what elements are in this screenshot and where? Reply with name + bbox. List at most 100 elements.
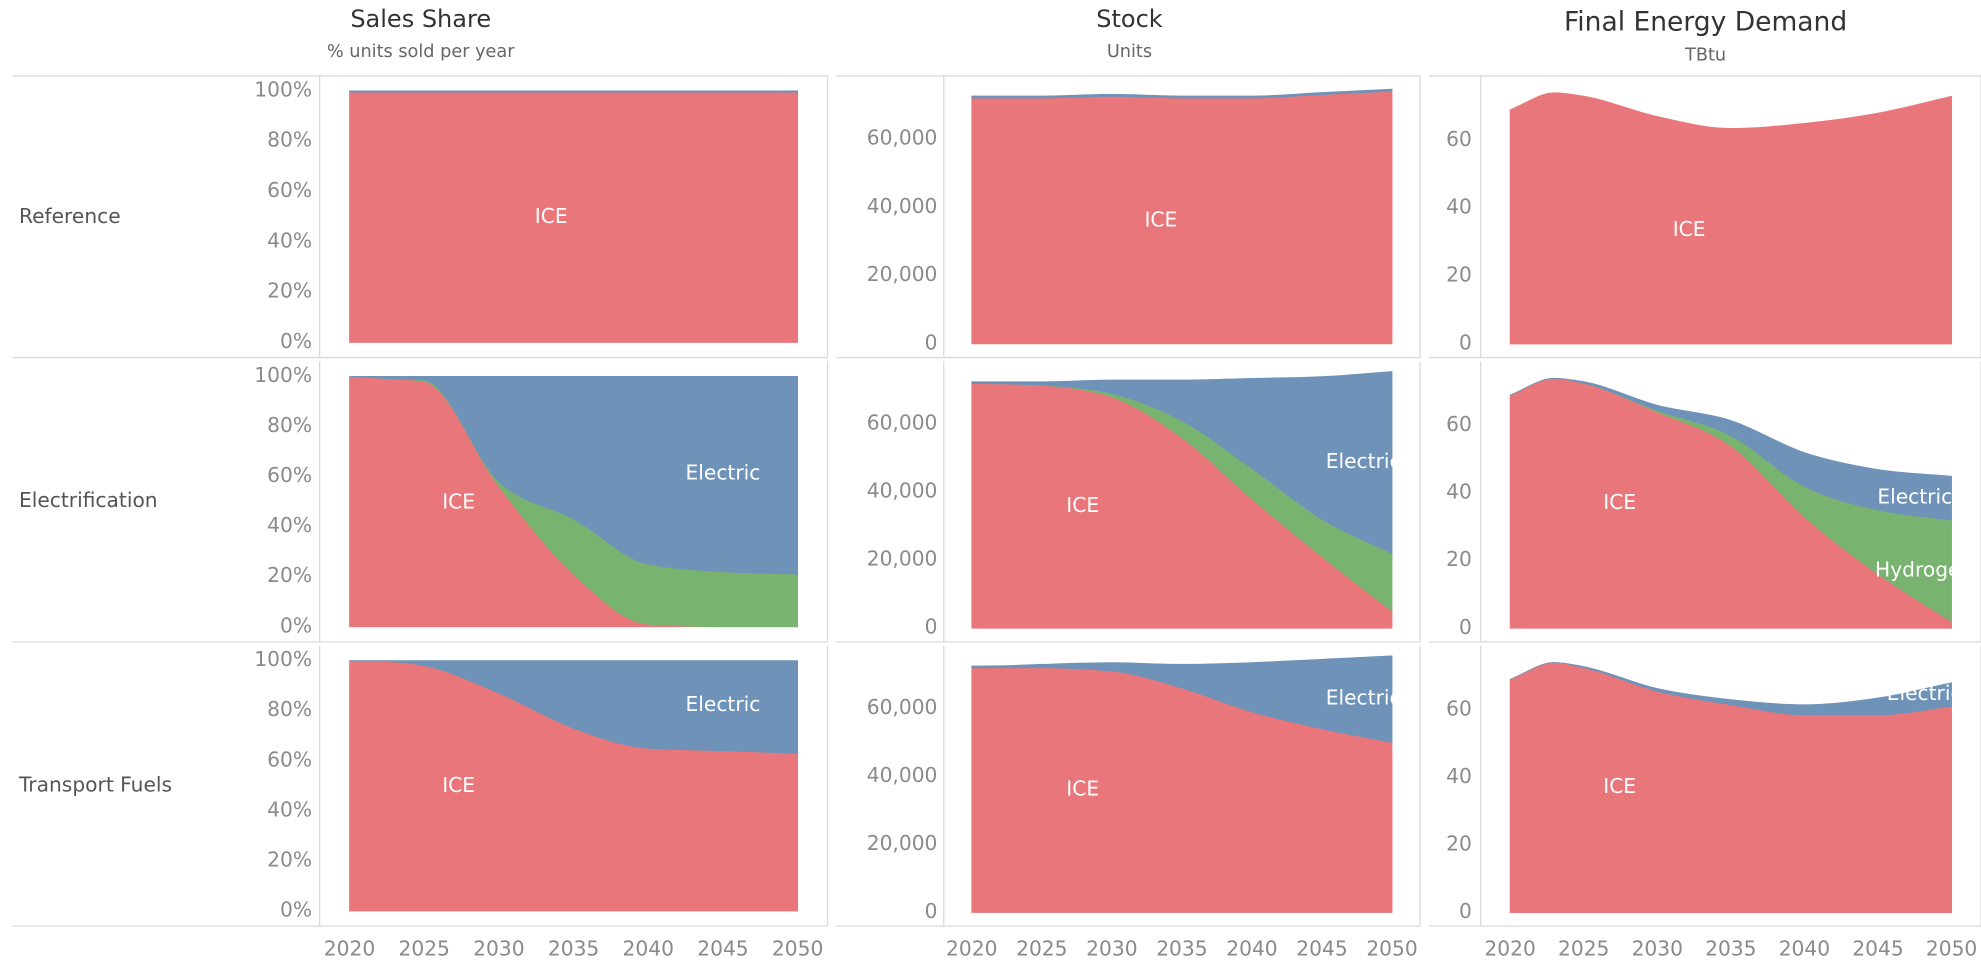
x-tick-label: 2050 — [1926, 937, 1977, 961]
x-tick-label: 2030 — [1086, 937, 1137, 961]
y-tick-label: 80% — [267, 697, 312, 721]
y-tick-label: 40,000 — [867, 763, 938, 787]
x-tick-label: 2020 — [1484, 937, 1535, 961]
y-tick-label: 0 — [1459, 899, 1472, 923]
series-label: Hydrogen — [1875, 557, 1973, 581]
y-tick-label: 0 — [1459, 615, 1472, 639]
y-tick-label: 100% — [254, 77, 312, 101]
x-tick-label: 2040 — [1779, 937, 1830, 961]
y-tick-label: 40 — [1446, 480, 1472, 504]
x-tick-label: 2030 — [1632, 937, 1683, 961]
series-label: ICE — [1066, 777, 1099, 801]
x-tick-label: 2035 — [548, 937, 599, 961]
column-title: Stock — [1096, 5, 1163, 33]
column-subtitle: % units sold per year — [327, 42, 515, 62]
series-label: Electric — [1877, 485, 1952, 509]
series-label: Electric — [686, 461, 761, 485]
y-tick-label: 60 — [1446, 412, 1472, 436]
series-label: Electric — [1326, 449, 1401, 473]
area — [349, 91, 799, 343]
series-label: ICE — [1673, 217, 1706, 241]
area — [1509, 92, 1952, 345]
y-tick-label: 40% — [267, 513, 312, 537]
row-label: Reference — [19, 204, 121, 228]
y-tick-label: 60% — [267, 178, 312, 202]
x-tick-label: 2035 — [1705, 937, 1756, 961]
y-tick-label: 20,000 — [867, 262, 938, 286]
area — [971, 371, 1393, 555]
area — [971, 90, 1393, 345]
y-tick-label: 0% — [280, 898, 312, 922]
y-tick-label: 60,000 — [867, 695, 938, 719]
y-tick-label: 60,000 — [867, 125, 938, 149]
y-tick-label: 20% — [267, 279, 312, 303]
column-title: Final Energy Demand — [1564, 6, 1847, 37]
series-label: ICE — [535, 204, 568, 228]
y-tick-label: 20 — [1446, 547, 1472, 571]
y-tick-label: 0 — [925, 615, 938, 639]
y-tick-label: 60% — [267, 747, 312, 771]
y-tick-label: 20,000 — [867, 547, 938, 571]
row-label: Transport Fuels — [18, 772, 172, 796]
y-tick-label: 60 — [1446, 696, 1472, 720]
x-tick-label: 2030 — [473, 937, 524, 961]
area — [1509, 377, 1952, 521]
y-tick-label: 20,000 — [867, 831, 938, 855]
y-tick-label: 40% — [267, 797, 312, 821]
x-tick-label: 2045 — [1296, 937, 1347, 961]
y-tick-label: 80% — [267, 413, 312, 437]
x-tick-label: 2025 — [1016, 937, 1067, 961]
x-tick-label: 2045 — [697, 937, 748, 961]
y-tick-label: 40 — [1446, 764, 1472, 788]
y-tick-label: 0% — [280, 329, 312, 353]
x-tick-label: 2025 — [1558, 937, 1609, 961]
y-tick-label: 40,000 — [867, 194, 938, 218]
area — [971, 88, 1393, 99]
row-label: Electrification — [19, 488, 158, 512]
x-tick-label: 2040 — [623, 937, 674, 961]
y-tick-label: 100% — [254, 647, 312, 671]
y-tick-label: 20% — [267, 847, 312, 871]
series-label: ICE — [1603, 490, 1636, 514]
y-tick-label: 0% — [280, 613, 312, 637]
area — [349, 375, 799, 575]
column-title: Sales Share — [350, 5, 491, 33]
series-label: ICE — [442, 489, 475, 513]
x-tick-label: 2050 — [1366, 937, 1417, 961]
series-label: ICE — [1603, 774, 1636, 798]
y-tick-label: 40% — [267, 228, 312, 252]
series-label: Electric — [686, 692, 761, 716]
y-tick-label: 60 — [1446, 127, 1472, 151]
y-tick-label: 20 — [1446, 263, 1472, 287]
series-label: Electric — [1887, 681, 1962, 705]
series-label: Electric — [1326, 686, 1401, 710]
area — [1509, 662, 1952, 716]
x-tick-label: 2050 — [772, 937, 823, 961]
x-tick-label: 2025 — [398, 937, 449, 961]
y-tick-label: 40,000 — [867, 479, 938, 503]
y-tick-label: 20% — [267, 563, 312, 587]
area — [971, 655, 1393, 743]
y-tick-label: 100% — [254, 363, 312, 387]
series-label: ICE — [442, 773, 475, 797]
x-tick-label: 2035 — [1156, 937, 1207, 961]
y-tick-label: 80% — [267, 128, 312, 152]
x-tick-label: 2020 — [946, 937, 997, 961]
column-subtitle: Units — [1107, 42, 1152, 62]
y-tick-label: 60% — [267, 463, 312, 487]
series-label: ICE — [1144, 207, 1177, 231]
y-tick-label: 60,000 — [867, 411, 938, 435]
x-tick-label: 2040 — [1226, 937, 1277, 961]
y-tick-label: 0 — [1459, 330, 1472, 354]
series-label: ICE — [1066, 493, 1099, 517]
y-tick-label: 0 — [925, 899, 938, 923]
area — [349, 660, 799, 754]
y-tick-label: 0 — [925, 330, 938, 354]
x-tick-label: 2045 — [1852, 937, 1903, 961]
y-tick-label: 40 — [1446, 195, 1472, 219]
column-subtitle: TBtu — [1684, 46, 1726, 66]
y-tick-label: 20 — [1446, 831, 1472, 855]
x-tick-label: 2020 — [324, 937, 375, 961]
area — [349, 90, 799, 93]
